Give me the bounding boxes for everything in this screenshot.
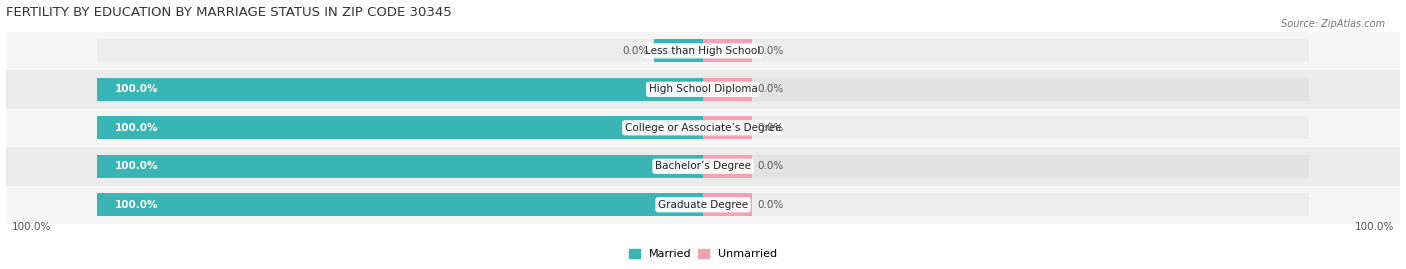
- Text: 100.0%: 100.0%: [115, 200, 159, 210]
- Bar: [703, 116, 1309, 139]
- Text: 0.0%: 0.0%: [758, 200, 783, 210]
- Bar: [97, 193, 703, 216]
- Bar: [97, 155, 703, 178]
- Bar: [97, 193, 703, 216]
- Bar: [703, 155, 752, 178]
- Text: 100.0%: 100.0%: [115, 161, 159, 171]
- Bar: [703, 78, 752, 101]
- Text: 100.0%: 100.0%: [115, 123, 159, 133]
- Text: 0.0%: 0.0%: [758, 123, 783, 133]
- Text: 0.0%: 0.0%: [758, 161, 783, 171]
- Text: 100.0%: 100.0%: [115, 84, 159, 94]
- Bar: [97, 39, 703, 62]
- Text: 0.0%: 0.0%: [623, 46, 648, 56]
- Text: Bachelor’s Degree: Bachelor’s Degree: [655, 161, 751, 171]
- Bar: [97, 116, 703, 139]
- Legend: Married, Unmarried: Married, Unmarried: [624, 244, 782, 264]
- Text: High School Diploma: High School Diploma: [648, 84, 758, 94]
- Text: 100.0%: 100.0%: [1355, 222, 1395, 232]
- Bar: [703, 193, 752, 216]
- Bar: [703, 193, 1309, 216]
- Text: Graduate Degree: Graduate Degree: [658, 200, 748, 210]
- Text: 0.0%: 0.0%: [758, 84, 783, 94]
- Bar: [6, 186, 1400, 224]
- Bar: [6, 70, 1400, 109]
- Bar: [703, 155, 1309, 178]
- Bar: [703, 78, 1309, 101]
- Bar: [6, 31, 1400, 70]
- Bar: [6, 147, 1400, 186]
- Bar: [703, 116, 752, 139]
- Bar: [97, 155, 703, 178]
- Bar: [703, 39, 1309, 62]
- Bar: [97, 78, 703, 101]
- Text: FERTILITY BY EDUCATION BY MARRIAGE STATUS IN ZIP CODE 30345: FERTILITY BY EDUCATION BY MARRIAGE STATU…: [6, 6, 451, 19]
- Bar: [703, 39, 752, 62]
- Bar: [654, 39, 703, 62]
- Text: 0.0%: 0.0%: [758, 46, 783, 56]
- Bar: [97, 116, 703, 139]
- Text: Source: ZipAtlas.com: Source: ZipAtlas.com: [1281, 19, 1385, 29]
- Text: College or Associate’s Degree: College or Associate’s Degree: [624, 123, 782, 133]
- Bar: [97, 78, 703, 101]
- Text: Less than High School: Less than High School: [645, 46, 761, 56]
- Bar: [6, 109, 1400, 147]
- Text: 100.0%: 100.0%: [11, 222, 51, 232]
